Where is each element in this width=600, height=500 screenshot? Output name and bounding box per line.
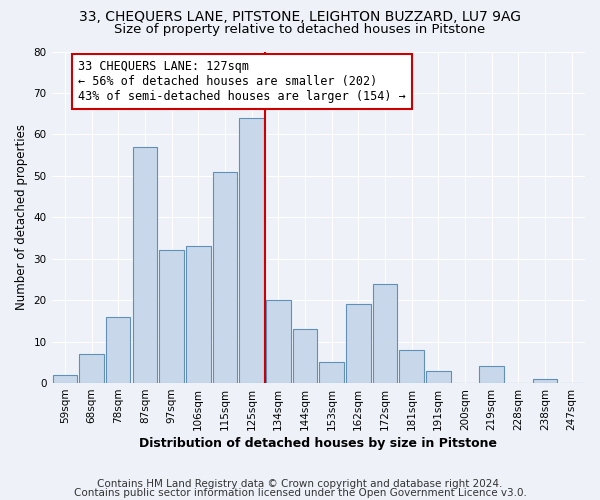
Text: Contains public sector information licensed under the Open Government Licence v3: Contains public sector information licen… — [74, 488, 526, 498]
X-axis label: Distribution of detached houses by size in Pitstone: Distribution of detached houses by size … — [139, 437, 497, 450]
Bar — [373, 284, 397, 383]
Y-axis label: Number of detached properties: Number of detached properties — [15, 124, 28, 310]
Bar — [533, 379, 557, 383]
Bar — [266, 300, 290, 383]
Text: 33, CHEQUERS LANE, PITSTONE, LEIGHTON BUZZARD, LU7 9AG: 33, CHEQUERS LANE, PITSTONE, LEIGHTON BU… — [79, 10, 521, 24]
Bar — [239, 118, 264, 383]
Bar — [186, 246, 211, 383]
Bar — [426, 370, 451, 383]
Text: Contains HM Land Registry data © Crown copyright and database right 2024.: Contains HM Land Registry data © Crown c… — [97, 479, 503, 489]
Bar — [212, 172, 237, 383]
Bar — [160, 250, 184, 383]
Bar — [319, 362, 344, 383]
Bar — [79, 354, 104, 383]
Bar — [400, 350, 424, 383]
Text: Size of property relative to detached houses in Pitstone: Size of property relative to detached ho… — [115, 22, 485, 36]
Bar — [133, 147, 157, 383]
Bar — [479, 366, 504, 383]
Bar — [346, 304, 371, 383]
Text: 33 CHEQUERS LANE: 127sqm
← 56% of detached houses are smaller (202)
43% of semi-: 33 CHEQUERS LANE: 127sqm ← 56% of detach… — [78, 60, 406, 103]
Bar — [293, 329, 317, 383]
Bar — [106, 317, 130, 383]
Bar — [53, 375, 77, 383]
